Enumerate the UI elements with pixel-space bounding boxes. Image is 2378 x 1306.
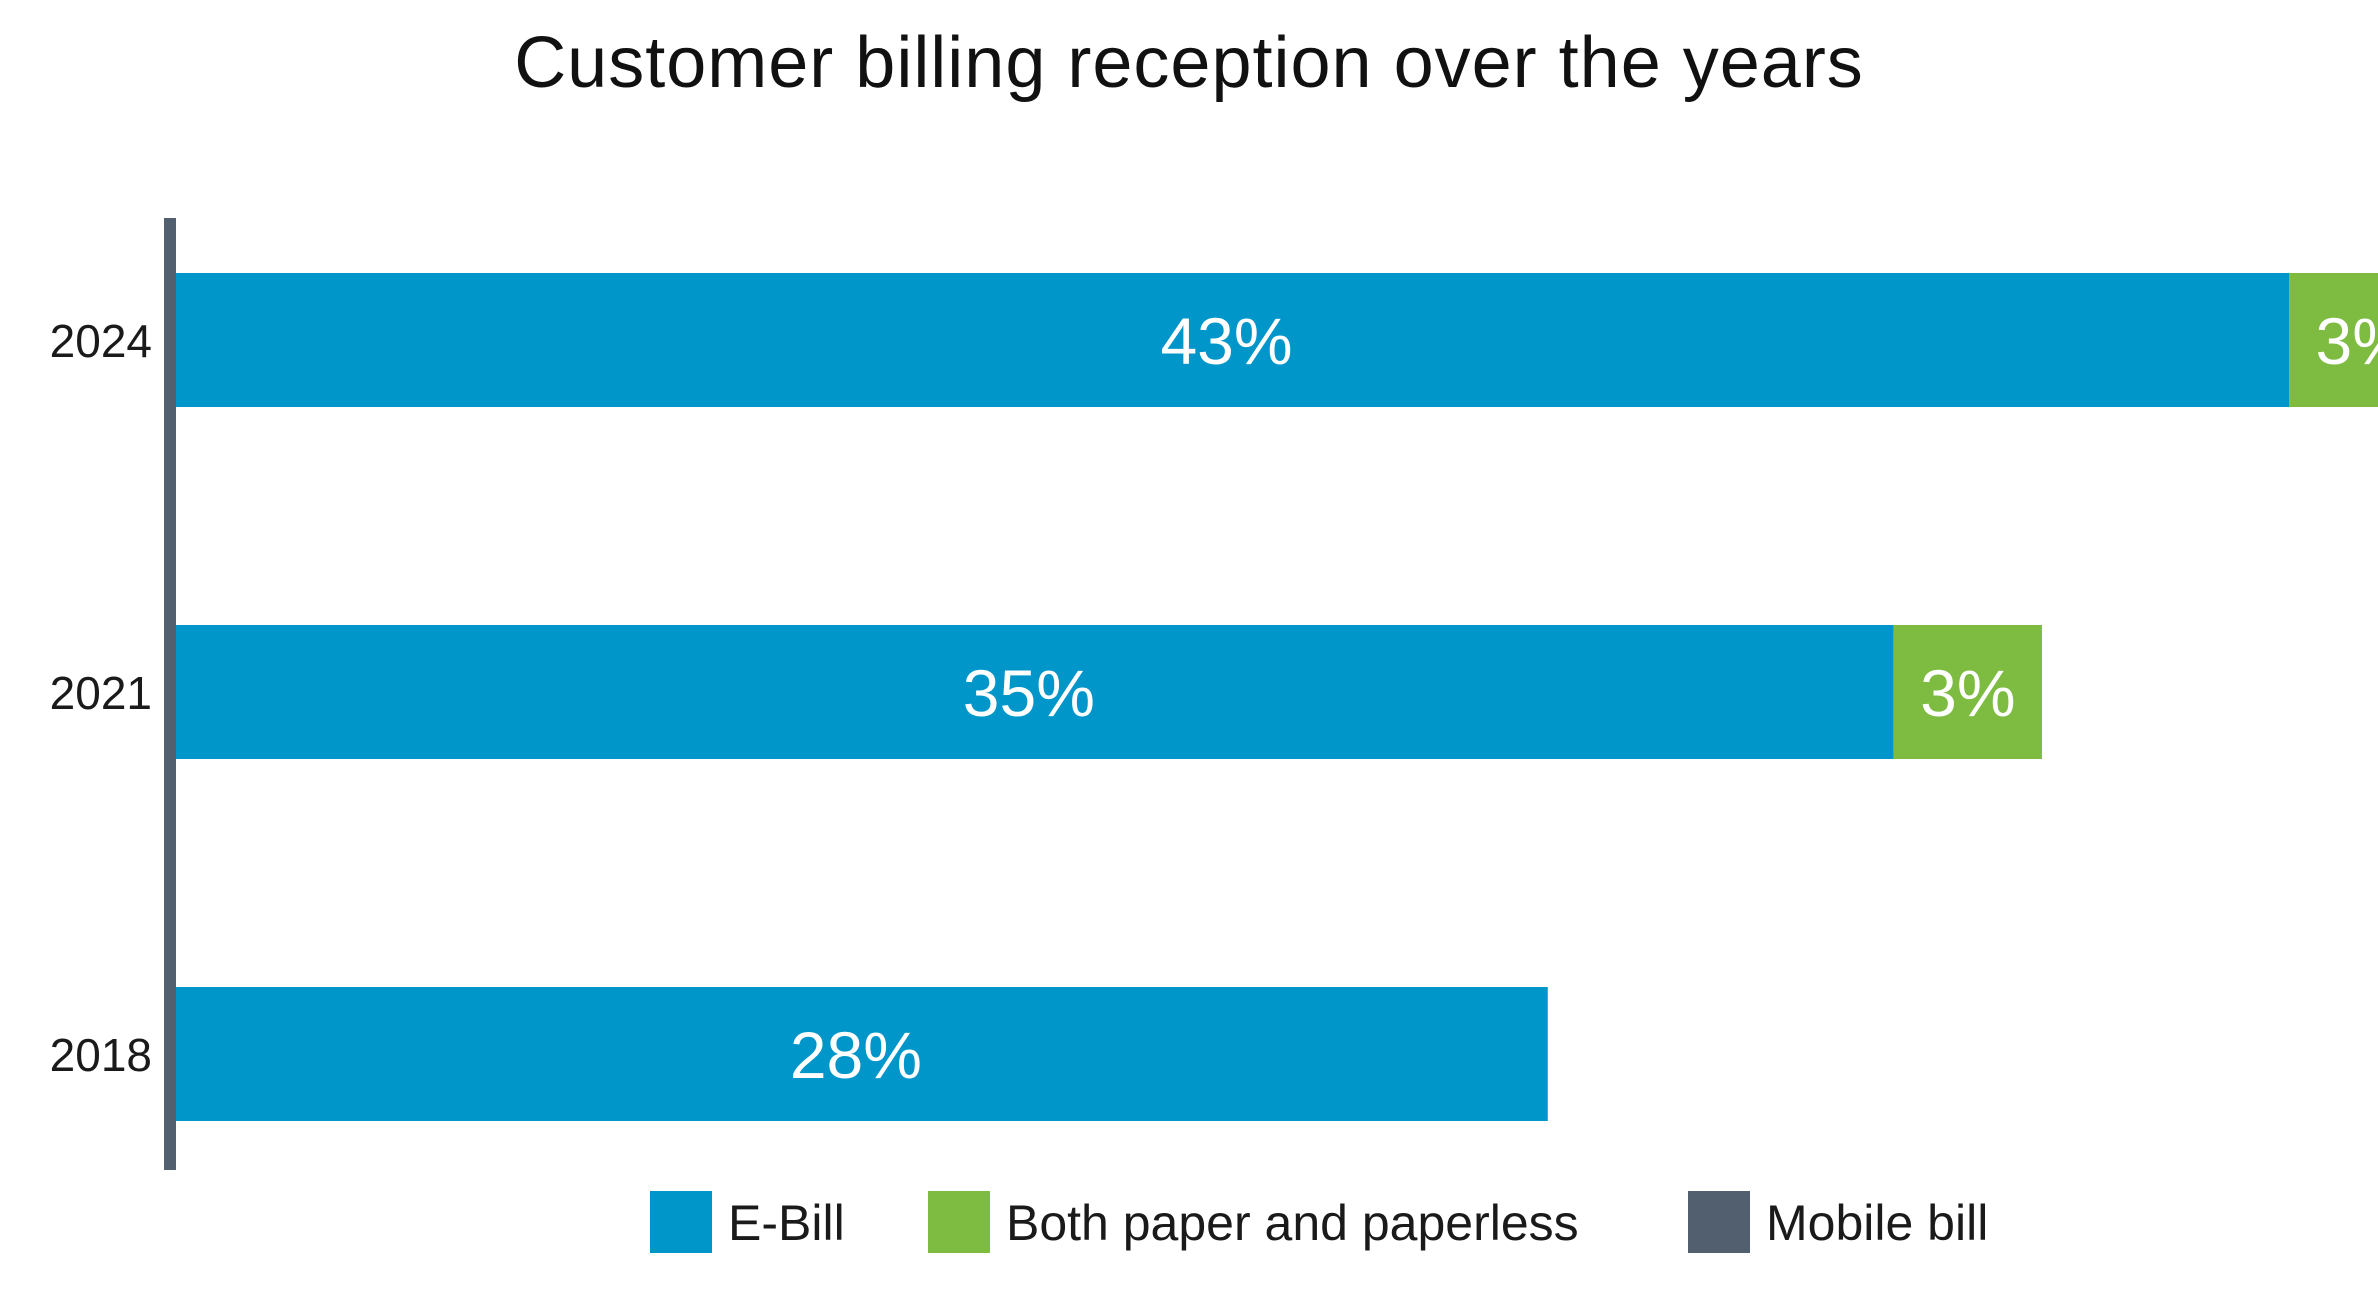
data-label-2018-e-bill: 28% [790,1018,922,1092]
y-axis [164,218,176,1170]
data-label-2024-both-paper-and-paperless: 3% [2315,304,2378,378]
bar-2018-e-bill [164,987,1548,1121]
legend-swatch [650,1191,712,1253]
legend: E-Bill Both paper and paperless Mobile bil… [650,1191,1988,1253]
legend-item-e-bill: E-Bill [650,1191,845,1253]
legend-swatch [928,1191,990,1253]
data-label-2021-e-bill: 35% [963,656,1095,730]
legend-label: Mobile bill [1766,1195,1988,1251]
bar-2021-both-paper-and-paperless [1893,625,2042,759]
legend-item-mobile-bill: Mobile bill [1688,1191,1988,1253]
y-tick-label-2021: 2021 [50,667,152,719]
data-label-2024-e-bill: 43% [1160,304,1292,378]
legend-label: E-Bill [728,1195,845,1251]
chart-title: Customer billing reception over the year… [514,23,1864,103]
bar-2021-e-bill [164,625,1894,759]
bar-2024-both-paper-and-paperless [2289,273,2378,407]
legend-swatch [1688,1191,1750,1253]
y-axis-line [164,218,176,1170]
bar-2024-e-bill [164,273,2290,407]
legend-item-both-paper-and-paperless: Both paper and paperless [928,1191,1579,1253]
bars-layer [164,273,2378,1121]
y-tick-label-2018: 2018 [50,1029,152,1081]
legend-label: Both paper and paperless [1006,1195,1579,1251]
y-tick-label-2024: 2024 [50,315,152,367]
data-label-2021-both-paper-and-paperless: 3% [1920,656,2015,730]
